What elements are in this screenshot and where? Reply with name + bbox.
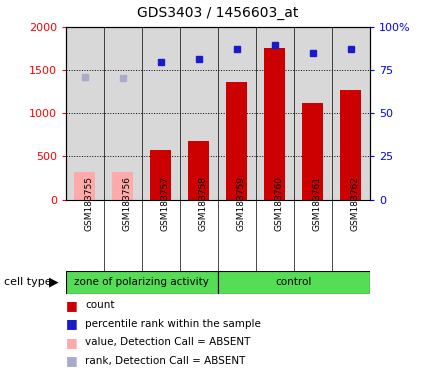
Text: GSM183755: GSM183755 xyxy=(85,176,94,231)
Bar xyxy=(264,48,285,200)
Bar xyxy=(188,141,209,200)
Bar xyxy=(150,150,171,200)
Bar xyxy=(74,172,95,200)
Text: cell type: cell type xyxy=(4,277,52,287)
Text: GSM183756: GSM183756 xyxy=(123,176,132,231)
Text: rank, Detection Call = ABSENT: rank, Detection Call = ABSENT xyxy=(85,356,245,366)
Text: ■: ■ xyxy=(66,354,78,367)
Text: GSM183757: GSM183757 xyxy=(161,176,170,231)
Text: ■: ■ xyxy=(66,299,78,312)
Text: control: control xyxy=(275,277,312,287)
Bar xyxy=(302,103,323,200)
Text: ■: ■ xyxy=(66,336,78,349)
Text: ■: ■ xyxy=(66,317,78,330)
Text: value, Detection Call = ABSENT: value, Detection Call = ABSENT xyxy=(85,337,250,347)
Text: GSM183761: GSM183761 xyxy=(313,176,322,231)
Bar xyxy=(340,89,361,200)
Text: GSM183758: GSM183758 xyxy=(199,176,208,231)
Text: GDS3403 / 1456603_at: GDS3403 / 1456603_at xyxy=(137,7,298,20)
Bar xyxy=(227,82,247,200)
Text: percentile rank within the sample: percentile rank within the sample xyxy=(85,319,261,329)
Bar xyxy=(112,172,133,200)
Text: ▶: ▶ xyxy=(49,276,59,289)
Text: zone of polarizing activity: zone of polarizing activity xyxy=(74,277,209,287)
Bar xyxy=(66,271,218,294)
Text: GSM183760: GSM183760 xyxy=(275,176,284,231)
Text: GSM183759: GSM183759 xyxy=(237,176,246,231)
Text: count: count xyxy=(85,300,114,310)
Bar xyxy=(218,271,370,294)
Text: GSM183762: GSM183762 xyxy=(351,176,360,231)
